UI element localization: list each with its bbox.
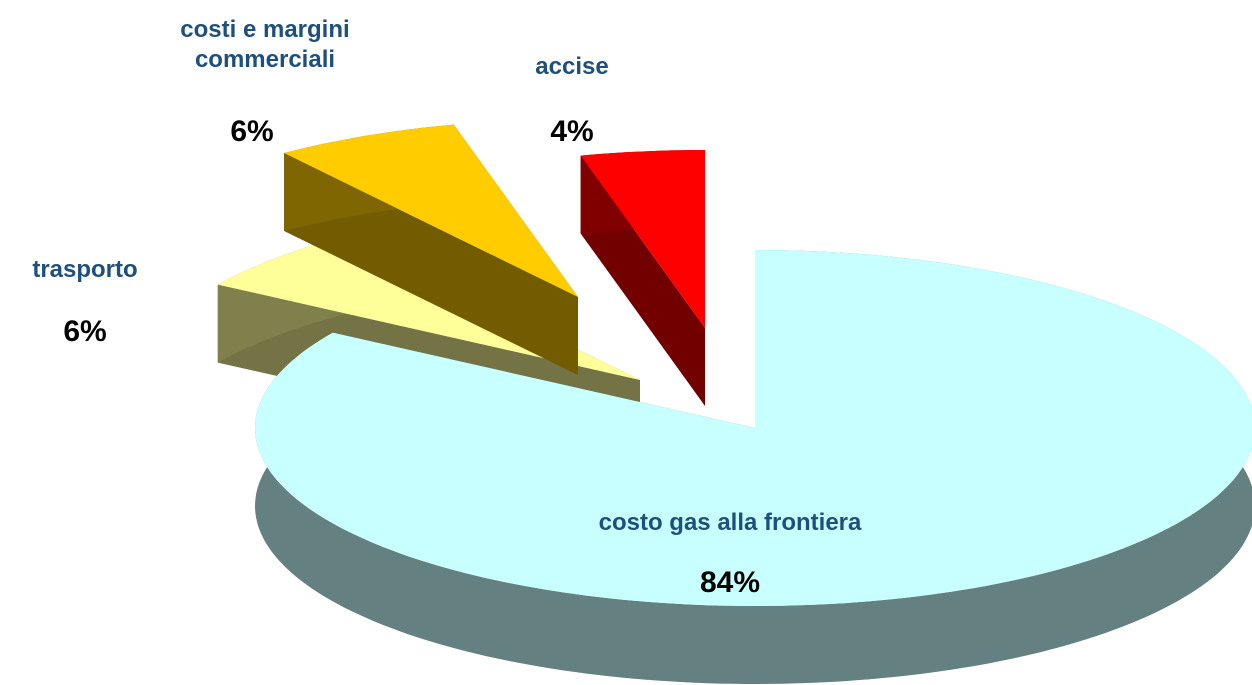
value-label: 4% (550, 115, 594, 148)
slice (580, 150, 705, 328)
value-label: 6% (230, 115, 274, 148)
slice (255, 250, 1252, 606)
slice (284, 124, 578, 297)
slice-label: accise (535, 53, 609, 80)
slice-label: costo gas alla frontiera (598, 509, 862, 536)
value-label: 84% (699, 566, 761, 599)
slice-label: costi e margini commerciali (180, 16, 350, 73)
slice-label: trasporto (32, 256, 138, 283)
value-label: 6% (63, 315, 107, 348)
